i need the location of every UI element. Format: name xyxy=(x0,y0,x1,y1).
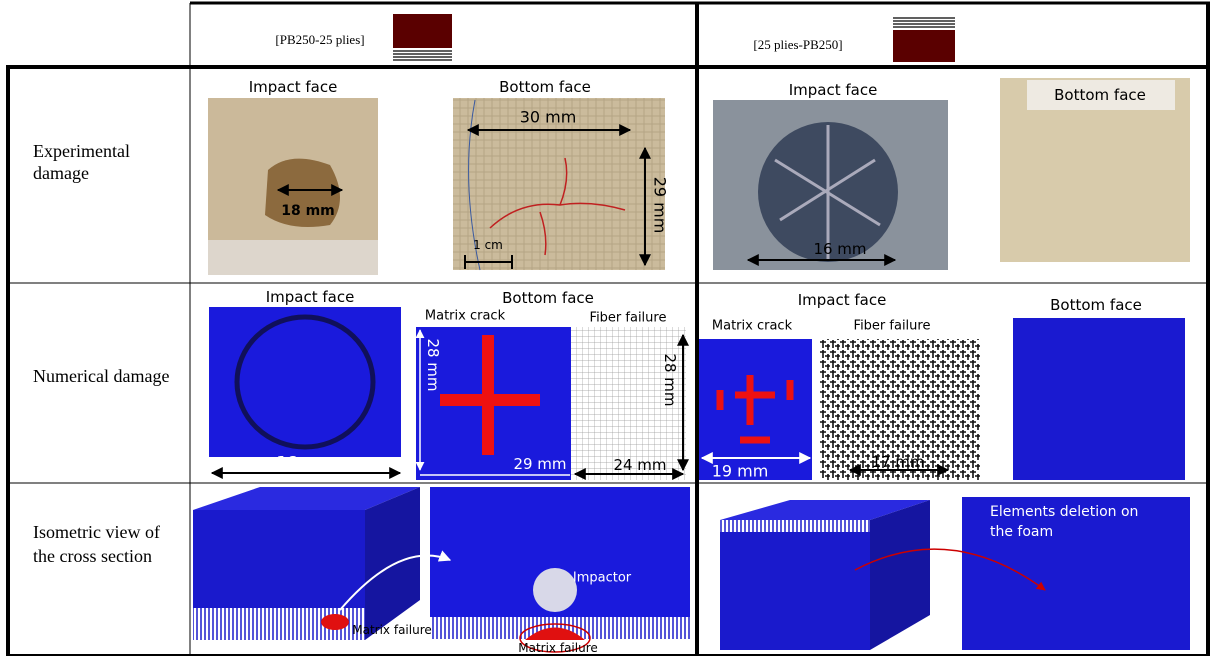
caption: Bottom face xyxy=(1050,296,1142,314)
layup-icons xyxy=(393,14,955,62)
row-label: Numerical damage xyxy=(33,366,170,386)
layup-right: [25 plies-PB250] xyxy=(753,37,843,52)
caption: Bottom face xyxy=(1054,86,1146,104)
caption: Fiber failure xyxy=(589,310,667,326)
dimension: 24 mm xyxy=(613,456,667,474)
numerical-images xyxy=(209,307,1185,480)
caption: Matrix crack xyxy=(711,318,793,334)
layup-left: [PB250-25 plies] xyxy=(275,32,365,47)
caption: Fiber failure xyxy=(853,318,931,334)
dimension: 16 mm xyxy=(276,453,334,471)
dimension: 29 mm xyxy=(513,455,567,473)
dimension: 16 mm xyxy=(813,240,867,258)
row-label: Experimental damage xyxy=(33,141,130,183)
annotation: Elements deletion on the foam xyxy=(990,504,1139,540)
annotation: Matrix failure xyxy=(352,623,432,637)
caption: Impact face xyxy=(788,81,878,99)
table-borders xyxy=(6,1,1210,656)
dimension: 18 mm xyxy=(281,203,335,219)
annotation: Matrix failure xyxy=(518,641,598,655)
caption: Impact face xyxy=(265,288,355,306)
dimension: 30 mm xyxy=(519,107,577,127)
dimension: 28 mm xyxy=(661,353,679,407)
experimental-images xyxy=(208,78,1190,275)
dimension: 17 mm xyxy=(871,453,925,471)
caption: Impact face xyxy=(797,291,887,309)
dimension: 29 mm xyxy=(650,176,670,234)
scale: 1 cm xyxy=(473,238,503,252)
caption: Matrix crack xyxy=(424,308,506,324)
caption: Impact face xyxy=(248,78,338,96)
dimension: 28 mm xyxy=(424,338,442,392)
caption: Bottom face xyxy=(502,289,594,307)
row-label: Isometric view of the cross section xyxy=(33,522,160,566)
dimension: 19 mm xyxy=(711,461,769,481)
annotation: Impactor xyxy=(572,570,632,586)
isometric-images xyxy=(193,487,1190,653)
caption: Bottom face xyxy=(499,78,591,96)
